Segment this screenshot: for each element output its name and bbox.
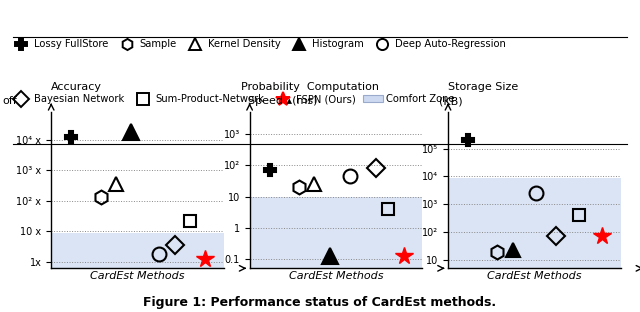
Text: Probability  Computation: Probability Computation — [241, 82, 379, 92]
Text: (KB): (KB) — [440, 96, 463, 106]
Bar — [51, 233, 224, 268]
X-axis label: CardEst Methods: CardEst Methods — [289, 271, 383, 281]
Bar — [448, 178, 621, 268]
X-axis label: CardEst Methods: CardEst Methods — [90, 271, 185, 281]
Legend: Bayesian Network, Sum-Product-Network, FSPN (Ours), Comfort Zone: Bayesian Network, Sum-Product-Network, F… — [12, 94, 455, 104]
Bar — [250, 197, 422, 268]
Text: Speed ▴(ms): Speed ▴(ms) — [248, 96, 317, 106]
Text: Storage Size: Storage Size — [448, 82, 518, 92]
X-axis label: CardEst Methods: CardEst Methods — [487, 271, 582, 281]
Text: Accuracy: Accuracy — [51, 82, 102, 92]
Text: off: off — [3, 96, 17, 106]
Text: Figure 1: Performance status of CardEst methods.: Figure 1: Performance status of CardEst … — [143, 296, 497, 309]
